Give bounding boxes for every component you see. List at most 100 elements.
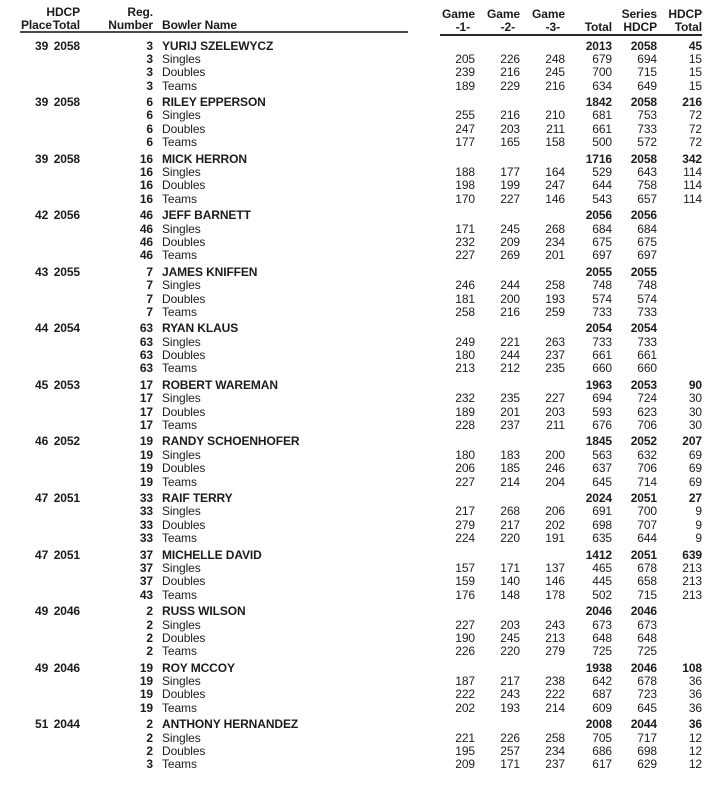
event-hdcp: 114 bbox=[683, 178, 702, 193]
game2-score: 245 bbox=[500, 630, 520, 645]
event-label: Teams bbox=[162, 191, 197, 206]
game2-score: 203 bbox=[500, 121, 520, 136]
event-hdcp bbox=[657, 348, 702, 361]
header-rule-left bbox=[20, 31, 408, 33]
header-hdcp-right-line1: HDCP bbox=[668, 7, 702, 21]
reg-number-value: 2 bbox=[146, 604, 153, 619]
hdcp-spacer bbox=[50, 362, 80, 375]
event-label: Teams bbox=[162, 757, 197, 772]
game3-blank bbox=[520, 714, 565, 730]
event-series-hdcp: 715 bbox=[637, 65, 657, 80]
event-total: 502 bbox=[592, 587, 612, 602]
game3-score: 234 bbox=[545, 744, 565, 759]
scratch-total-value: 1412 bbox=[585, 547, 612, 562]
bowler-block: 39 2058 3 YURIJ SZELEWYCZ 2013 2058 45 3… bbox=[0, 31, 702, 92]
event-label: Singles bbox=[162, 221, 201, 236]
game2-score: 216 bbox=[500, 65, 520, 80]
event-row: 7 Doubles 181 200 193 574 574 bbox=[0, 292, 702, 305]
game1-score: 176 bbox=[455, 587, 475, 602]
reg-number-value: 6 bbox=[146, 95, 153, 110]
event-hdcp bbox=[657, 305, 702, 318]
event-total: 697 bbox=[592, 248, 612, 263]
header-series-hdcp-line1: Series bbox=[621, 7, 658, 21]
place-spacer bbox=[0, 744, 50, 757]
event-reg-number: 63 bbox=[139, 348, 153, 363]
event-hdcp: 15 bbox=[688, 51, 702, 66]
place-spacer bbox=[0, 335, 50, 348]
place-spacer bbox=[0, 531, 50, 544]
event-hdcp bbox=[657, 618, 702, 631]
event-row: 46 Singles 171 245 268 684 684 bbox=[0, 222, 702, 235]
hdcp-spacer bbox=[50, 688, 80, 701]
series-hdcp-value: 2051 bbox=[630, 547, 657, 562]
event-series-hdcp: 714 bbox=[637, 474, 657, 489]
event-hdcp: 9 bbox=[695, 504, 702, 519]
event-total: 642 bbox=[592, 674, 612, 689]
hdcp-total-right-value: 639 bbox=[682, 547, 702, 562]
place-spacer bbox=[0, 235, 50, 248]
event-hdcp: 30 bbox=[688, 391, 702, 406]
event-row: 19 Teams 227 214 204 645 714 69 bbox=[0, 475, 702, 488]
event-label: Singles bbox=[162, 560, 201, 575]
event-total: 661 bbox=[592, 121, 612, 136]
event-label: Teams bbox=[162, 78, 197, 93]
hdcp-spacer bbox=[50, 758, 80, 771]
event-label: Singles bbox=[162, 334, 201, 349]
event-hdcp bbox=[657, 335, 702, 348]
game2-score: 209 bbox=[500, 234, 520, 249]
game3-score: 203 bbox=[545, 404, 565, 419]
game2-score: 216 bbox=[500, 108, 520, 123]
place-spacer bbox=[0, 448, 50, 461]
event-series-hdcp: 724 bbox=[637, 391, 657, 406]
game3-blank bbox=[520, 262, 565, 278]
event-row: 7 Teams 258 216 259 733 733 bbox=[0, 305, 702, 318]
event-total: 733 bbox=[592, 304, 612, 319]
scratch-total-value: 2046 bbox=[585, 604, 612, 619]
event-hdcp: 213 bbox=[682, 560, 702, 575]
reg-number-value: 3 bbox=[146, 38, 153, 53]
place-spacer bbox=[0, 405, 50, 418]
event-total: 445 bbox=[592, 574, 612, 589]
hdcp-total-value: 2058 bbox=[53, 95, 80, 110]
event-series-hdcp: 643 bbox=[637, 165, 657, 180]
place-spacer bbox=[0, 674, 50, 687]
event-series-hdcp: 698 bbox=[637, 744, 657, 759]
event-row: 63 Singles 249 221 263 733 733 bbox=[0, 335, 702, 348]
game1-score: 209 bbox=[455, 757, 475, 772]
event-series-hdcp: 758 bbox=[637, 178, 657, 193]
game2-score: 244 bbox=[500, 278, 520, 293]
game1-blank bbox=[430, 601, 475, 617]
bowler-block: 47 2051 33 RAIF TERRY 2024 2051 27 33 Si… bbox=[0, 488, 702, 545]
game2-blank bbox=[475, 92, 520, 108]
game2-score: 221 bbox=[500, 334, 520, 349]
event-label: Teams bbox=[162, 418, 197, 433]
hdcp-spacer bbox=[50, 348, 80, 361]
event-series-hdcp: 684 bbox=[637, 221, 657, 236]
bowler-summary-row: 44 2054 63 RYAN KLAUS 2054 2054 bbox=[0, 318, 702, 335]
hdcp-spacer bbox=[50, 644, 80, 657]
event-total: 700 bbox=[592, 65, 612, 80]
game3-score: 263 bbox=[545, 334, 565, 349]
event-hdcp: 69 bbox=[688, 474, 702, 489]
hdcp-spacer bbox=[50, 731, 80, 744]
event-row: 37 Singles 157 171 137 465 678 213 bbox=[0, 560, 702, 575]
game3-score: 191 bbox=[545, 531, 565, 546]
event-label: Singles bbox=[162, 730, 201, 745]
event-label: Teams bbox=[162, 304, 197, 319]
scratch-total-value: 1963 bbox=[585, 377, 612, 392]
event-series-hdcp: 725 bbox=[637, 644, 657, 659]
place-value: 51 bbox=[35, 717, 49, 732]
event-hdcp: 72 bbox=[688, 135, 702, 150]
event-hdcp: 114 bbox=[683, 165, 702, 180]
event-label: Teams bbox=[162, 700, 197, 715]
scratch-total-value: 1845 bbox=[585, 434, 612, 449]
event-hdcp: 12 bbox=[688, 730, 702, 745]
game2-blank bbox=[475, 658, 520, 674]
event-hdcp: 213 bbox=[682, 587, 702, 602]
bowler-summary-row: 46 2052 19 RANDY SCHOENHOFER 1845 2052 2… bbox=[0, 432, 702, 448]
event-label: Singles bbox=[162, 51, 201, 66]
event-reg-number: 19 bbox=[139, 461, 153, 476]
event-row: 19 Teams 202 193 214 609 645 36 bbox=[0, 701, 702, 714]
event-series-hdcp: 658 bbox=[637, 574, 657, 589]
game3-score: 211 bbox=[546, 121, 565, 136]
